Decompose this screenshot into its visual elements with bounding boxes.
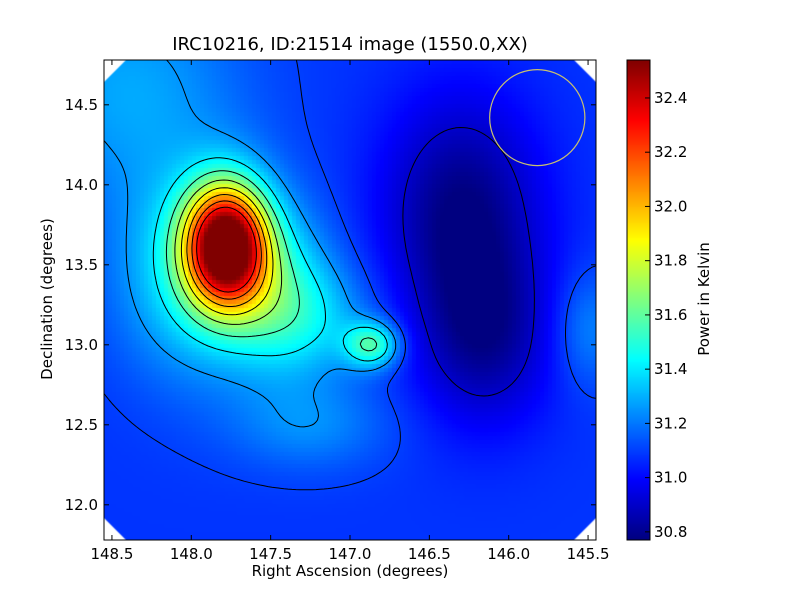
- contour-line: [402, 127, 535, 397]
- colorbar-tick-label: 31.4: [654, 360, 687, 378]
- y-tick-label: 12.5: [65, 416, 98, 434]
- y-axis-label: Declination (degrees): [38, 218, 56, 380]
- colorbar-tick-label: 32.2: [654, 143, 687, 161]
- heatmap-image: [104, 60, 596, 540]
- colorbar-tick-label: 31.0: [654, 469, 687, 487]
- contour-line: [180, 187, 274, 316]
- contour-line: [174, 179, 283, 325]
- colorbar-tick-label: 31.2: [654, 414, 687, 432]
- colorbar-tick-label: 31.8: [654, 252, 687, 270]
- contour-line: [103, 59, 397, 428]
- contour-line: [103, 59, 597, 491]
- contour-line: [165, 170, 378, 352]
- x-tick-label: 148.0: [170, 545, 213, 563]
- x-tick-label: 147.5: [249, 545, 292, 563]
- x-tick-label: 146.0: [487, 545, 530, 563]
- x-tick-label: 146.5: [408, 545, 451, 563]
- y-tick-label: 12.0: [65, 496, 98, 514]
- y-tick-label: 14.0: [65, 176, 98, 194]
- contour-line: [191, 200, 262, 300]
- beam-circle: [489, 68, 586, 167]
- x-axis-label: Right Ascension (degrees): [251, 562, 449, 580]
- chart-title: IRC10216, ID:21514 image (1550.0,XX): [172, 34, 528, 55]
- contour-line: [196, 206, 257, 293]
- colorbar-gradient: [627, 60, 650, 540]
- colorbar-label: Power in Kelvin: [695, 242, 713, 356]
- y-tick-label: 13.5: [65, 256, 98, 274]
- colorbar-tick-label: 32.0: [654, 197, 687, 215]
- colorbar-tick-label: 31.6: [654, 306, 687, 324]
- plot-area: [104, 60, 596, 540]
- y-tick-label: 14.5: [65, 96, 98, 114]
- contour-lines: [103, 59, 597, 491]
- colorbar-frame: [626, 59, 651, 541]
- colorbar-tick-label: 32.4: [654, 89, 687, 107]
- axes: 148.5 148.0 147.5 147.0 146.5 146.0 145.5 12.0 1…: [65, 59, 610, 563]
- contour-line: [152, 157, 388, 362]
- y-tick-label: 13.0: [65, 336, 98, 354]
- colorbar-tick-label: 30.8: [654, 523, 687, 541]
- x-tick-label: 148.5: [90, 545, 133, 563]
- x-tick-label: 147.0: [329, 545, 372, 563]
- x-tick-label: 145.5: [567, 545, 610, 563]
- colorbar: 30.8 31.0 31.2 31.4 31.6 31.8 32.0 32.2 32.4: [626, 59, 687, 541]
- contour-line: [186, 194, 268, 307]
